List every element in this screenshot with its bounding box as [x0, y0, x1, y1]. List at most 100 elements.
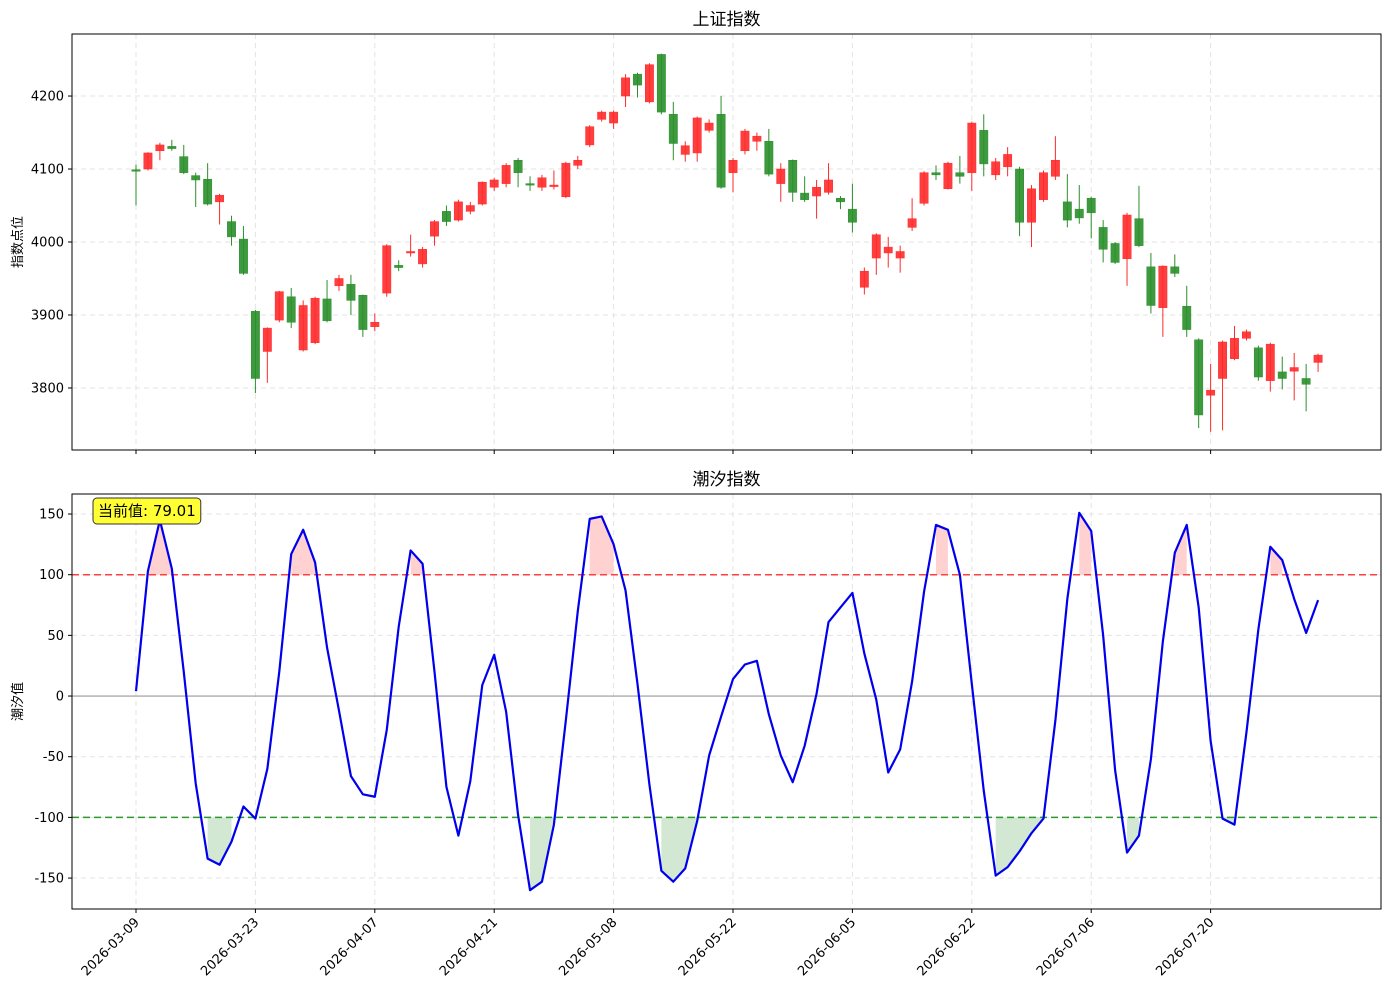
candle-body [740, 130, 750, 152]
x-tick-label: 2026-07-06 [1034, 915, 1098, 979]
candle-body [573, 160, 583, 166]
candle-body [537, 177, 547, 188]
candle-body [752, 135, 762, 142]
candle-body [1062, 201, 1072, 221]
candle-body [1206, 389, 1216, 396]
candle-body [1301, 378, 1311, 385]
candle-body [191, 175, 201, 181]
candle-body [334, 278, 344, 287]
candle-body [967, 122, 977, 173]
candle-body [800, 192, 810, 200]
threshold-fill [291, 529, 316, 575]
annotation-box [92, 497, 202, 525]
candle-body [250, 311, 260, 379]
threshold-fill [147, 520, 172, 575]
candle-body [1098, 227, 1108, 250]
x-tick-label: 2026-03-09 [79, 915, 143, 979]
candle-body [561, 162, 571, 198]
candle-body [346, 284, 356, 301]
plot-area [72, 34, 1381, 450]
candle-body [1146, 266, 1156, 306]
candle-body [1074, 208, 1084, 219]
candle-body [895, 251, 905, 259]
candle-body [728, 160, 738, 173]
candle-body [991, 161, 1001, 176]
candle-body [668, 114, 678, 144]
threshold-fill [1127, 817, 1139, 853]
candle-body [143, 152, 153, 170]
x-tick-label: 2026-06-05 [795, 915, 859, 979]
candle-body [203, 178, 213, 205]
candle-body [955, 172, 965, 177]
candle-body [1230, 338, 1239, 360]
candle-body [812, 187, 822, 197]
candle-body [465, 205, 475, 212]
candle-body [489, 179, 499, 188]
y-tick-label: -100 [34, 811, 64, 826]
threshold-fill [1270, 546, 1283, 575]
candle-body [1218, 341, 1227, 379]
candle-body [442, 211, 451, 222]
candle-body [680, 145, 690, 155]
candle-body [1289, 367, 1299, 372]
candle-body [847, 208, 857, 223]
y-tick-label: 50 [47, 629, 64, 644]
candle-body [943, 162, 953, 189]
candle-body [931, 172, 941, 176]
candle-body [979, 130, 989, 165]
candle-body [370, 322, 380, 327]
y-tick-label: 4200 [31, 90, 64, 105]
annotation-text: 当前值: 79.01 [98, 502, 196, 520]
candle-body [1170, 266, 1180, 274]
candle-body [1158, 265, 1168, 308]
candle-body [1253, 347, 1263, 378]
candle-body [907, 218, 917, 228]
candle-body [716, 114, 726, 188]
candle-body [656, 54, 666, 113]
candle-body [919, 172, 929, 204]
candle-body [1242, 331, 1251, 339]
candle-body [1086, 197, 1096, 214]
candle-body [215, 195, 225, 203]
threshold-fill [661, 817, 698, 882]
candle-body [1050, 160, 1060, 177]
y-tick-label: 4000 [31, 236, 64, 251]
candle-body [871, 234, 881, 259]
plot-frame [71, 493, 1382, 910]
candle-body [513, 160, 523, 173]
candle-body [322, 298, 332, 322]
candle-body [525, 183, 535, 186]
candle-body [430, 221, 439, 237]
candle-body [883, 246, 893, 254]
candle-body [406, 251, 416, 254]
annotation: 当前值: 79.01 [92, 497, 202, 525]
candle-body [549, 184, 559, 187]
candle-body [1313, 354, 1323, 363]
candle-body [1122, 214, 1132, 260]
candle-body [239, 238, 248, 274]
y-tick-label: 4100 [31, 163, 64, 178]
candle-body [155, 144, 165, 152]
threshold-fill [410, 550, 423, 575]
candle-body [1277, 371, 1287, 379]
plot-frame [71, 33, 1382, 451]
x-tick-label: 2026-04-21 [437, 915, 501, 979]
candle-body [262, 327, 272, 352]
line-series [134, 511, 1320, 892]
candle-body [1110, 243, 1120, 263]
x-tick-label: 2026-05-08 [556, 915, 620, 979]
candle-body [453, 201, 463, 221]
y-tick-label: 3900 [31, 308, 64, 323]
candle-body [788, 160, 798, 193]
y-tick-label: 3800 [31, 381, 64, 396]
candle-body [1027, 188, 1036, 223]
candle-body [609, 111, 619, 124]
candle-body [1015, 168, 1025, 223]
y-tick-label: -150 [34, 872, 64, 887]
x-tick-label: 2026-03-23 [198, 915, 262, 979]
candle-body [859, 270, 869, 288]
chart-title: 上证指数 [693, 10, 761, 30]
candle-body [286, 296, 296, 323]
candle-body [274, 291, 284, 321]
